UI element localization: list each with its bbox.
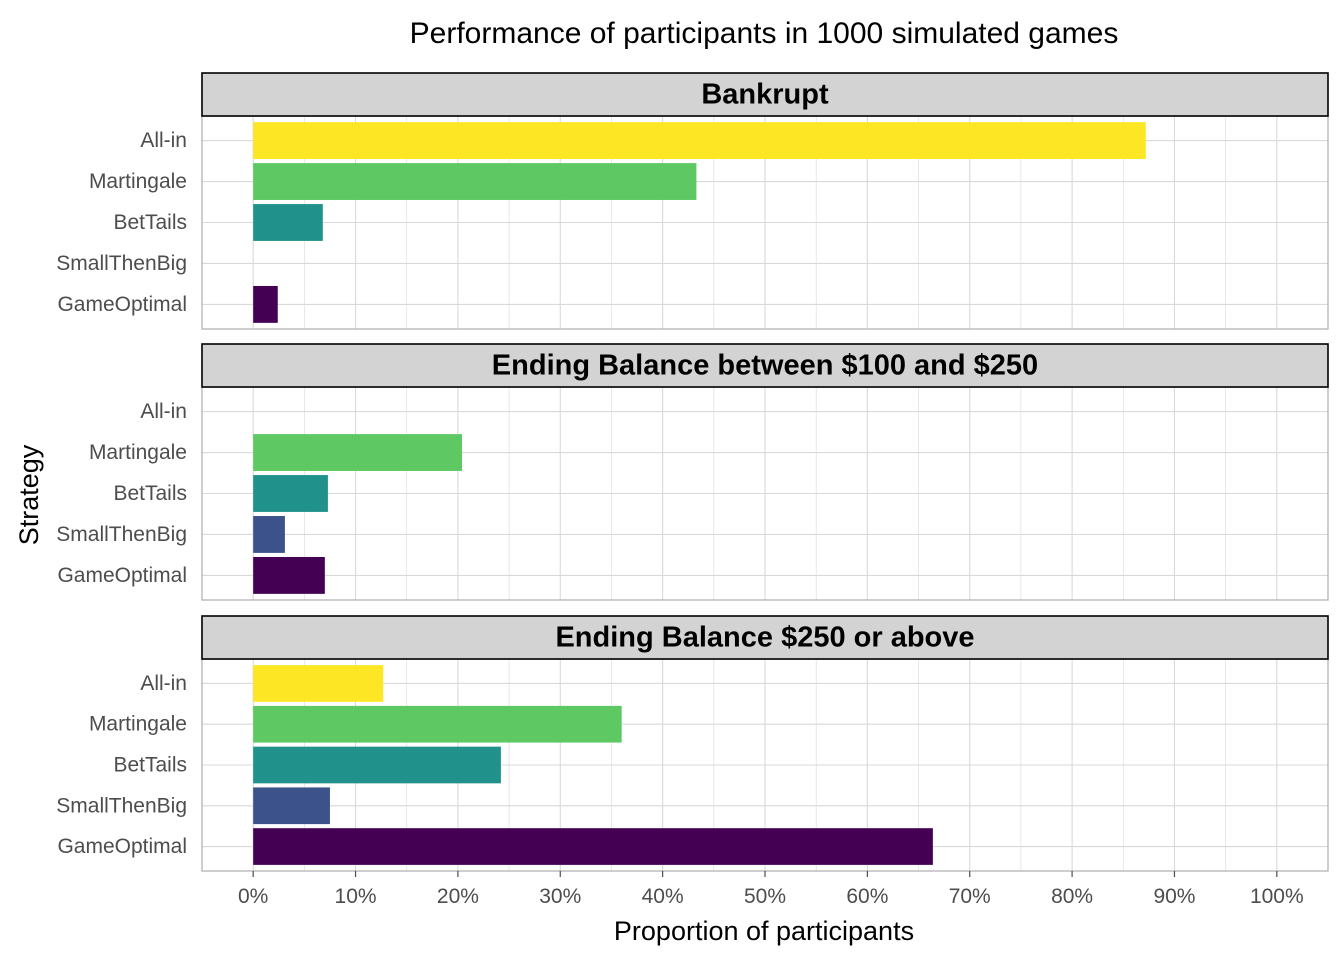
- bar: [253, 475, 328, 512]
- bar: [253, 705, 622, 743]
- x-tick-label: 30%: [539, 885, 581, 908]
- category-label: Martingale: [89, 713, 187, 736]
- y-axis-title: Strategy: [14, 444, 44, 545]
- category-label: All-in: [140, 672, 187, 695]
- bar: [253, 828, 933, 865]
- x-tick-label: 90%: [1153, 885, 1195, 908]
- bar: [253, 516, 285, 553]
- bar: [253, 556, 325, 594]
- facet-panel: All-in Martingale BetTails SmallThenBig Game…: [56, 615, 1329, 872]
- x-tick-label: 100%: [1250, 885, 1304, 908]
- facet-strip: [201, 72, 1329, 117]
- x-tick-label: 20%: [437, 885, 479, 908]
- x-axis-title: Proportion of participants: [614, 916, 914, 946]
- facet-panel: All-in Martingale BetTails SmallThenBig Game…: [56, 72, 1329, 330]
- category-label: BetTails: [113, 754, 187, 777]
- facet-strip: [201, 343, 1329, 388]
- category-label: Martingale: [89, 441, 187, 464]
- bar: [253, 746, 501, 784]
- category-label: SmallThenBig: [56, 523, 187, 546]
- bar: [253, 434, 463, 471]
- facet-strip-label: Bankrupt: [701, 79, 829, 111]
- category-label: All-in: [140, 400, 187, 423]
- x-tick-label: 70%: [949, 885, 991, 908]
- x-tick-label: 50%: [744, 885, 786, 908]
- facet-strip-label: Ending Balance $250 or above: [555, 622, 974, 654]
- bar: [253, 204, 323, 241]
- facet-strip-label: Ending Balance between $100 and $250: [492, 350, 1038, 382]
- category-label: Martingale: [89, 170, 187, 193]
- x-tick-label: 10%: [335, 885, 377, 908]
- x-tick-label: 80%: [1051, 885, 1093, 908]
- category-label: BetTails: [113, 211, 187, 234]
- bar: [253, 787, 330, 825]
- category-label: GameOptimal: [57, 564, 187, 587]
- x-tick-label: 40%: [642, 885, 684, 908]
- bar: [253, 163, 697, 200]
- chart-title: Performance of participants in 1000 simu…: [410, 17, 1119, 50]
- category-label: GameOptimal: [57, 293, 187, 316]
- x-tick-label: 60%: [846, 885, 888, 908]
- facet-strip: [201, 615, 1329, 660]
- x-axis: 0% 10% 20% 30% 40% 50% 60% 70% 80% 90% 100%: [238, 871, 1304, 908]
- category-label: SmallThenBig: [56, 794, 187, 817]
- bar: [253, 665, 384, 702]
- category-label: GameOptimal: [57, 835, 187, 858]
- category-label: All-in: [140, 129, 187, 152]
- bar: [253, 285, 278, 323]
- facet-panel: All-in Martingale BetTails SmallThenBig Game…: [56, 343, 1329, 601]
- facet-panels: All-in Martingale BetTails SmallThenBig Game…: [56, 72, 1329, 872]
- bar: [253, 122, 1146, 160]
- category-label: BetTails: [113, 482, 187, 505]
- category-label: SmallThenBig: [56, 252, 187, 275]
- x-tick-label: 0%: [238, 885, 268, 908]
